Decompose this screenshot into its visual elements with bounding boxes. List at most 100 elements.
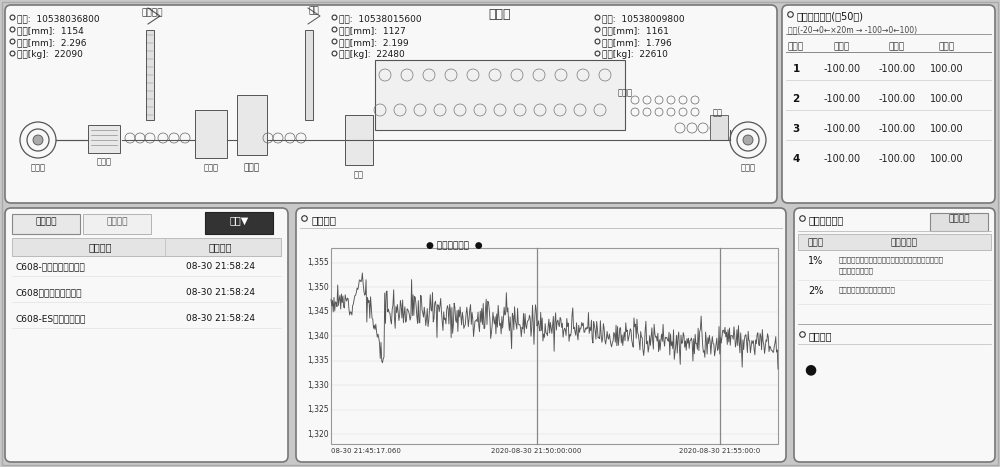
- Text: 卷号:  10538036800: 卷号: 10538036800: [17, 14, 100, 23]
- Text: 1: 1: [792, 64, 800, 74]
- Text: 焊机: 焊机: [713, 108, 723, 117]
- Text: 3: 3: [792, 124, 800, 134]
- Text: -100.00: -100.00: [878, 64, 916, 74]
- Text: 拉矫机: 拉矫机: [204, 163, 218, 172]
- Bar: [798, 234, 991, 250]
- Text: -100.00: -100.00: [878, 124, 916, 134]
- Text: 08-30 21:58:24: 08-30 21:58:24: [186, 262, 254, 271]
- Text: 1,335: 1,335: [307, 356, 329, 365]
- Text: -100.00: -100.00: [823, 154, 861, 164]
- Text: ● 入工零矩变变  ●: ● 入工零矩变变 ●: [426, 241, 483, 250]
- Bar: [237, 95, 267, 155]
- Text: 检查站: 检查站: [96, 157, 112, 166]
- Bar: [305, 30, 313, 120]
- Bar: [930, 213, 988, 231]
- Bar: [331, 248, 778, 444]
- Text: 厚度[mm]:  2.199: 厚度[mm]: 2.199: [339, 38, 409, 47]
- Text: -100.00: -100.00: [878, 94, 916, 104]
- Text: 1,325: 1,325: [307, 405, 329, 414]
- Text: -100.00: -100.00: [823, 64, 861, 74]
- Text: 100.00: 100.00: [930, 94, 964, 104]
- Text: 最大值: 最大值: [834, 42, 850, 51]
- Text: 100.00: 100.00: [930, 154, 964, 164]
- Text: 宽度[mm]:  1154: 宽度[mm]: 1154: [17, 26, 84, 35]
- Text: 卷号:  10538015600: 卷号: 10538015600: [339, 14, 422, 23]
- Circle shape: [743, 135, 753, 145]
- Text: 2020-08-30 21:50:00:000: 2020-08-30 21:50:00:000: [491, 448, 582, 454]
- Circle shape: [33, 135, 43, 145]
- Text: 检测出口测厚仪工作侧、中间、操作侧，三处实际厚度: 检测出口测厚仪工作侧、中间、操作侧，三处实际厚度: [839, 256, 944, 262]
- Text: 100.00: 100.00: [930, 64, 964, 74]
- Text: 最小值: 最小值: [889, 42, 905, 51]
- FancyBboxPatch shape: [5, 208, 288, 462]
- Text: 1,345: 1,345: [307, 307, 329, 316]
- Text: 宽度[mm]:  1127: 宽度[mm]: 1127: [339, 26, 406, 35]
- Text: 宽度[mm]:  1161: 宽度[mm]: 1161: [602, 26, 669, 35]
- Text: 1,355: 1,355: [307, 258, 329, 267]
- Text: 重量[kg]:  22480: 重量[kg]: 22480: [339, 50, 405, 59]
- Text: 出口活套: 出口活套: [141, 8, 163, 17]
- Bar: [195, 110, 227, 158]
- Bar: [345, 115, 373, 165]
- Text: 实时报警: 实时报警: [35, 217, 57, 226]
- Text: 清洗段: 清洗段: [618, 88, 633, 97]
- Bar: [146, 30, 154, 120]
- Text: 100.00: 100.00: [930, 124, 964, 134]
- Bar: [710, 115, 728, 140]
- Text: 平均值: 平均值: [939, 42, 955, 51]
- Text: 重量[kg]:  22610: 重量[kg]: 22610: [602, 50, 668, 59]
- Text: 2: 2: [792, 94, 800, 104]
- Text: 报警名称: 报警名称: [88, 242, 112, 252]
- Text: 处置措施项: 处置措施项: [891, 238, 917, 247]
- Text: 锌锅: 锌锅: [354, 170, 364, 179]
- FancyBboxPatch shape: [5, 5, 777, 203]
- Text: 08-30 21:58:24: 08-30 21:58:24: [186, 314, 254, 323]
- Text: 08-30 21:58:24: 08-30 21:58:24: [186, 288, 254, 297]
- Text: -100.00: -100.00: [878, 154, 916, 164]
- Text: 分析信息: 分析信息: [809, 331, 832, 341]
- Bar: [88, 125, 120, 153]
- Text: ●: ●: [804, 362, 816, 376]
- Text: 注：(-20→0←×20m → -100→0←100): 注：(-20→0←×20m → -100→0←100): [788, 25, 917, 34]
- Bar: [12, 238, 281, 256]
- FancyBboxPatch shape: [794, 208, 995, 462]
- Text: 开卷机: 开卷机: [740, 163, 756, 172]
- Text: 1,330: 1,330: [307, 381, 329, 389]
- Text: -100.00: -100.00: [823, 94, 861, 104]
- Text: 厚度[mm]:  1.796: 厚度[mm]: 1.796: [602, 38, 672, 47]
- Text: -100.00: -100.00: [823, 124, 861, 134]
- Bar: [205, 212, 273, 234]
- Text: 厚度[mm]:  2.296: 厚度[mm]: 2.296: [17, 38, 87, 47]
- Bar: [375, 60, 625, 130]
- FancyBboxPatch shape: [296, 208, 786, 462]
- Text: 2%: 2%: [808, 286, 824, 296]
- Text: C608-ES带板温度超差: C608-ES带板温度超差: [16, 314, 86, 323]
- Text: 退火炉: 退火炉: [489, 8, 511, 21]
- Text: 推荐处置措施: 推荐处置措施: [809, 215, 844, 225]
- Text: 4: 4: [792, 154, 800, 164]
- Text: 重量[kg]:  22090: 重量[kg]: 22090: [17, 50, 83, 59]
- Text: 1,320: 1,320: [307, 430, 329, 439]
- Text: 老取机: 老取机: [30, 163, 46, 172]
- Text: 焊缝偏差统计(近50卷): 焊缝偏差统计(近50卷): [797, 11, 864, 21]
- Text: 08-30 21:45:17.060: 08-30 21:45:17.060: [331, 448, 401, 454]
- Text: 是否存在明显偏差: 是否存在明显偏差: [839, 267, 874, 274]
- Text: 异常曲线: 异常曲线: [311, 215, 336, 225]
- FancyBboxPatch shape: [782, 5, 995, 203]
- Text: 平整机: 平整机: [244, 163, 260, 172]
- Text: 卷号:  10538009800: 卷号: 10538009800: [602, 14, 685, 23]
- Bar: [83, 214, 151, 234]
- Text: 用户反馈: 用户反馈: [948, 214, 970, 223]
- Bar: [12, 214, 80, 234]
- Text: 1,340: 1,340: [307, 332, 329, 341]
- Text: 全部▼: 全部▼: [229, 215, 249, 225]
- Text: 2020-08-30 21:55:00:0: 2020-08-30 21:55:00:0: [679, 448, 761, 454]
- Text: 1%: 1%: [808, 256, 824, 266]
- Text: 有效率: 有效率: [808, 238, 824, 247]
- Text: C608-出门中间厚度超能: C608-出门中间厚度超能: [16, 262, 86, 271]
- Text: 报警时间: 报警时间: [208, 242, 232, 252]
- Text: 焊缝点: 焊缝点: [788, 42, 804, 51]
- Text: 历史报警: 历史报警: [106, 217, 128, 226]
- Text: C608带板入口宽度异常: C608带板入口宽度异常: [16, 288, 82, 297]
- Text: 人工用卡尺复测带板实际厚度: 人工用卡尺复测带板实际厚度: [839, 286, 896, 293]
